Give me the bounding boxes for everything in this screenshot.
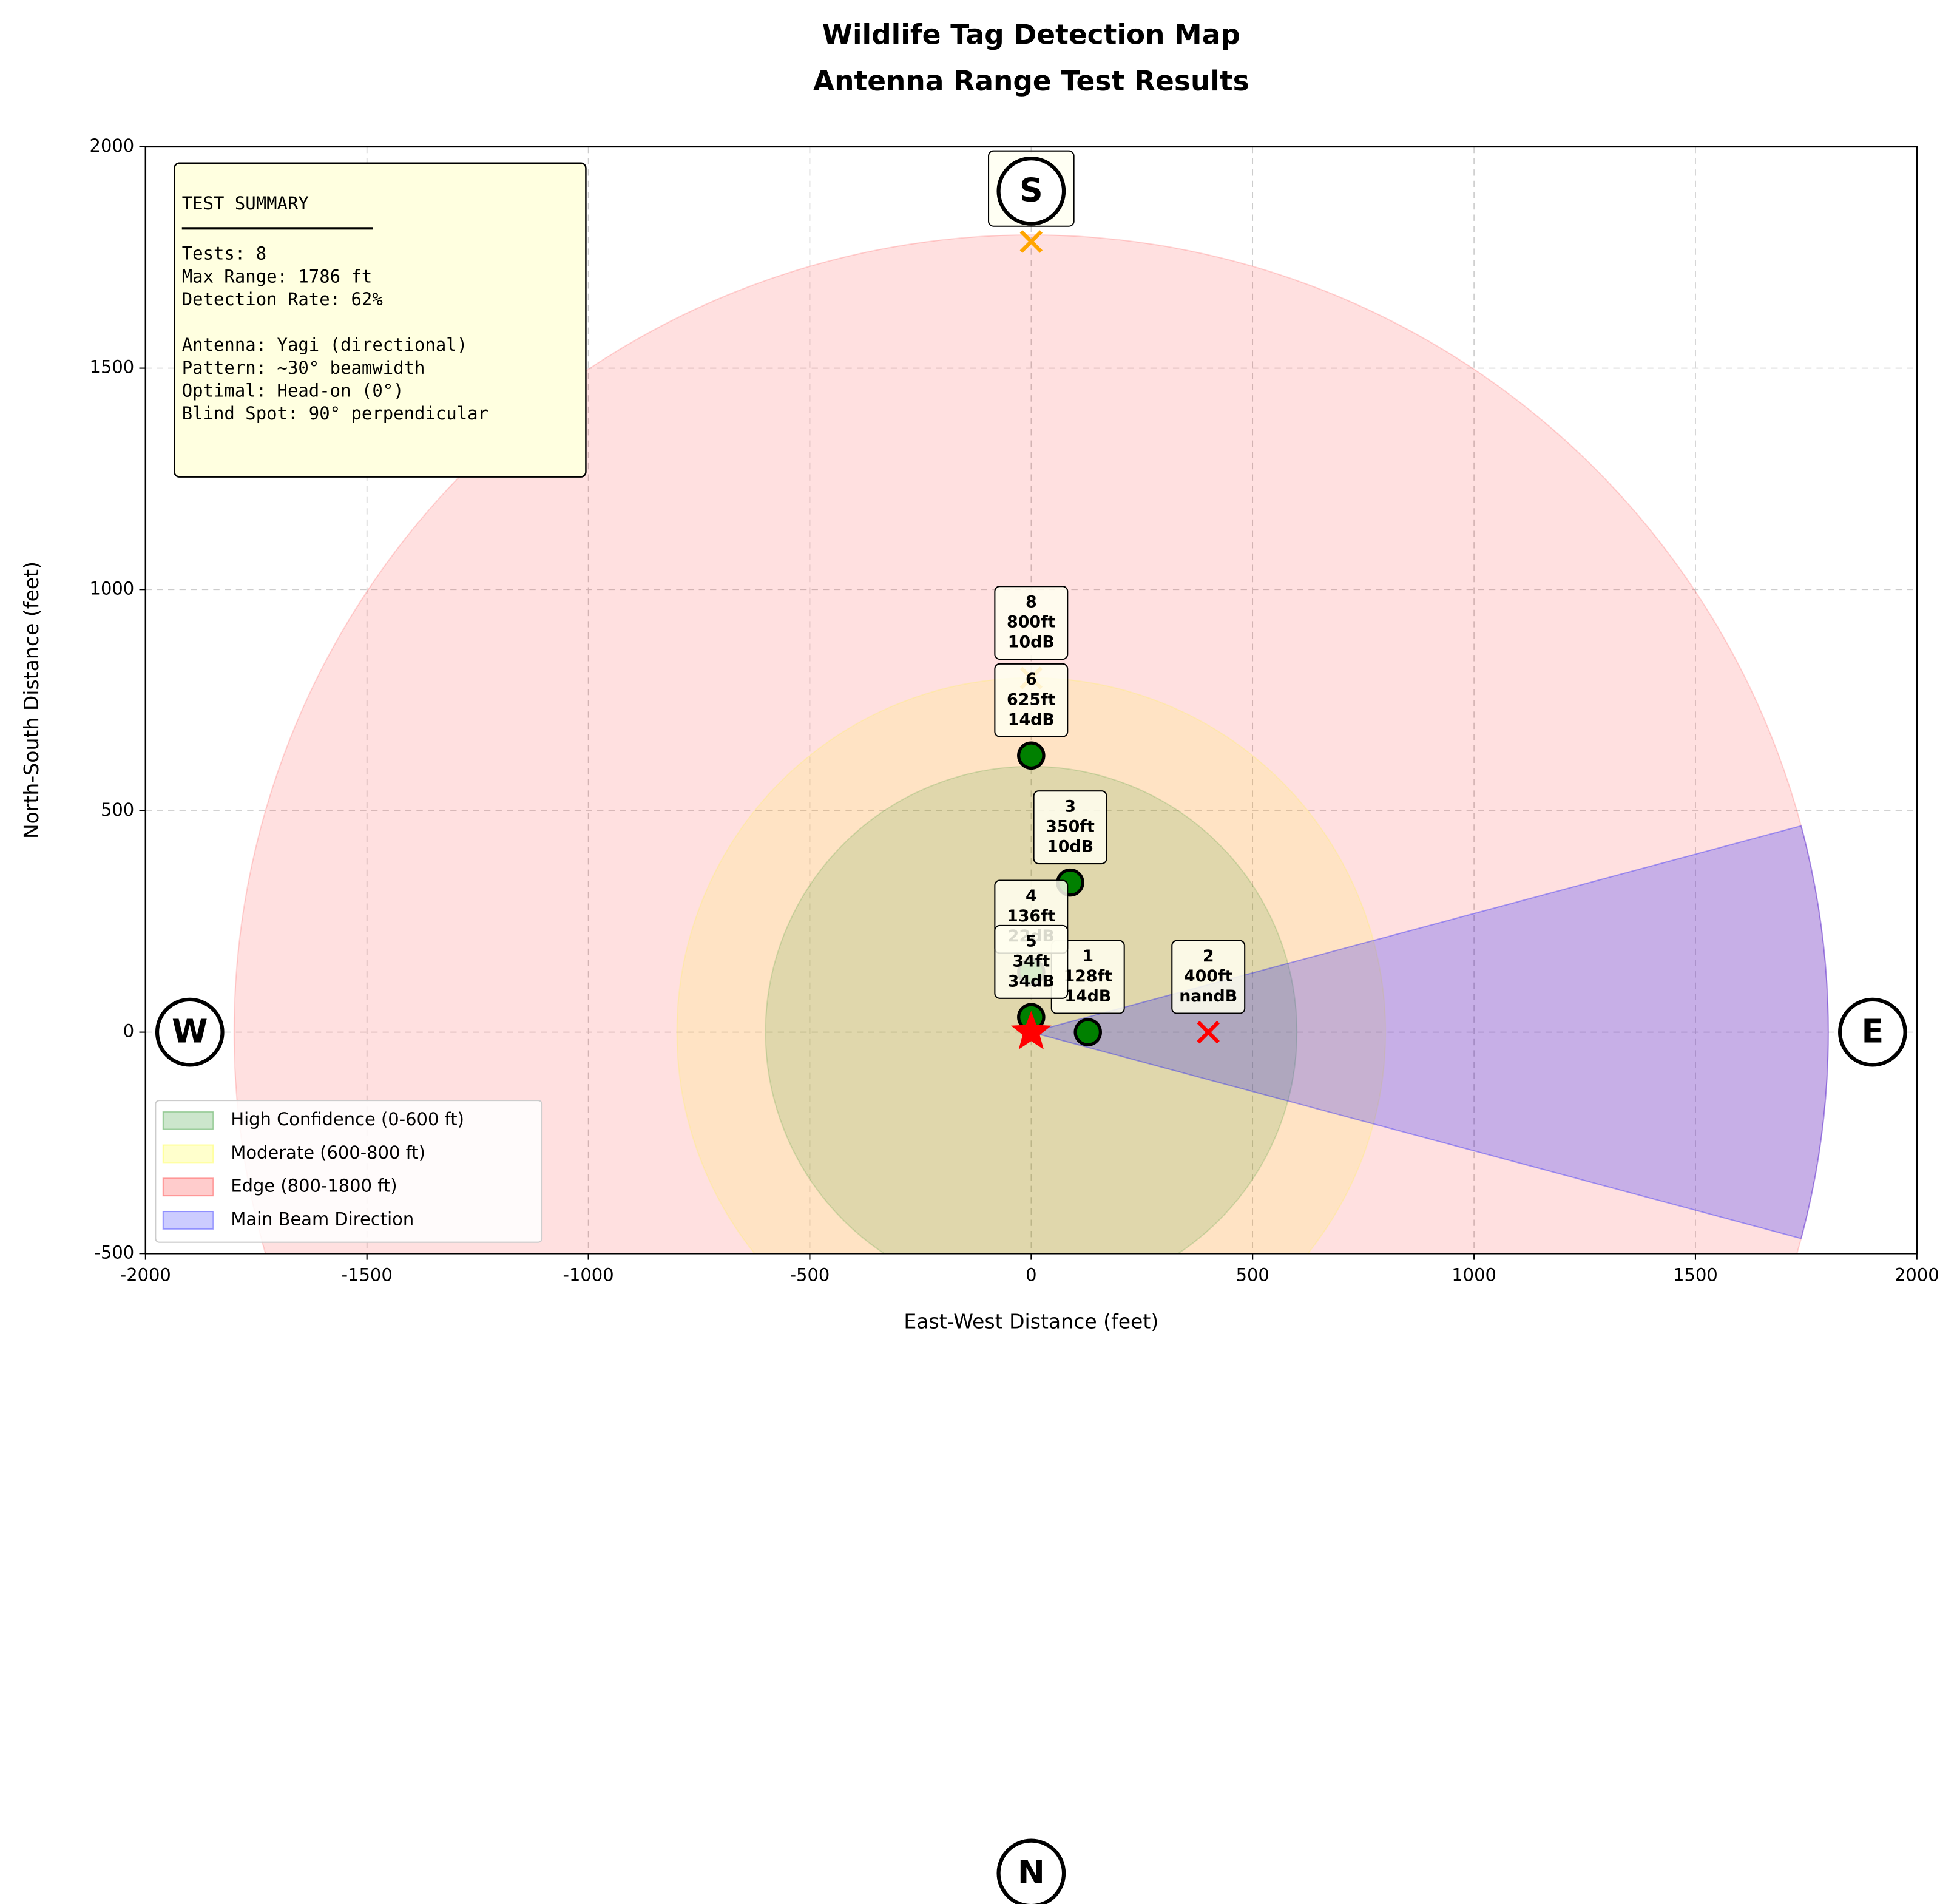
legend-swatch [162,1144,214,1164]
summary-box [174,162,587,478]
x-tick-label: -1500 [342,1264,393,1285]
antenna-origin [1010,1011,1052,1050]
x-tick-label: 1500 [1673,1264,1718,1285]
x-tick-label: -1000 [563,1264,614,1285]
x-tick-label: -500 [790,1264,830,1285]
y-tick-label: 0 [123,1021,134,1042]
point-label-box [1033,790,1107,865]
y-tick-label: 2000 [90,135,135,156]
legend-swatch [162,1210,214,1230]
point-label: 6 [1026,670,1037,689]
legend-label: Edge (800-1800 ft) [231,1176,397,1196]
point-label: 800ft [1007,613,1056,632]
point-label: 34ft [1012,952,1050,971]
point-label: 4 [1026,887,1037,906]
compass-label: E [1862,1012,1884,1050]
point-label: 34dB [1008,972,1055,991]
summary-line: Tests: 8 [182,243,266,264]
x-tick-label: 1000 [1452,1264,1496,1285]
detection-point [1073,1018,1102,1046]
point-label: 10dB [1047,838,1093,856]
axes-frame [144,146,1918,1255]
beam-wedge [1029,825,1829,1239]
y-tick-label: 500 [101,799,134,820]
compass-marker [996,156,1066,226]
point-label: 128ft [1063,967,1112,986]
compass-label: N [1018,1853,1045,1891]
y-tick-label: -500 [95,1242,135,1262]
overlay: 1128ft14dB2400ftnandB3350ft10dB4136ft22d… [155,150,1907,1904]
miss-point [1197,1020,1220,1044]
legend-swatch [162,1177,214,1197]
legend-box [155,1100,543,1243]
point-label-box [994,924,1069,999]
point-label: 14dB [1008,710,1055,729]
x-axis-label: East-West Distance (feet) [904,1309,1158,1333]
legend-swatch [162,1111,214,1130]
summary-line: Max Range: 1786 ft [182,266,373,286]
detection-point [1017,741,1046,770]
point-label: 10dB [1008,633,1055,652]
point-label: 14dB [1064,987,1111,1006]
point-label: 1 [1082,947,1093,966]
point-label: 350ft [1046,818,1095,836]
point-label: 3 [1064,798,1076,816]
point-label: 5 [1026,932,1037,950]
y-tick-label: 1500 [90,357,135,378]
compass-marker [155,997,225,1067]
y-axis-label: North-South Distance (feet) [19,561,43,839]
summary-line: Detection Rate: 62% [182,289,383,310]
compass-label: S [1019,171,1043,209]
point-label: 400ft [1184,967,1233,986]
legend-label: Moderate (600-800 ft) [231,1142,425,1163]
summary-line: Blind Spot: 90° perpendicular [182,403,488,424]
point-label-box [994,663,1069,737]
x-tick-label: 0 [1026,1264,1036,1285]
y-tick-label: 1000 [90,578,135,598]
point-label: nandB [1179,987,1237,1006]
point-label-box [994,586,1069,660]
summary-line: Pattern: ~30° beamwidth [182,357,425,378]
summary-title: TEST SUMMARY [182,193,309,214]
legend-label: High Confidence (0-600 ft) [231,1109,464,1130]
point-label: 8 [1026,593,1037,612]
x-tick-label: -2000 [120,1264,171,1285]
summary-line: Antenna: Yagi (directional) [182,334,467,355]
point-label: 625ft [1007,690,1056,709]
point-label-box [1171,940,1246,1014]
chart-title: Wildlife Tag Detection Map [822,18,1240,50]
x-tick-label: 2000 [1894,1264,1939,1285]
summary-line: Optimal: Head-on (0°) [182,380,404,401]
point-label: 2 [1203,947,1214,966]
point-label: 136ft [1007,907,1056,926]
chart-title: Antenna Range Test Results [813,65,1249,97]
miss-point [1019,230,1043,253]
ticks: -2000 -1500 -1000 -500 0 500 1000 1500 2000-5000… [90,135,1939,1286]
compass-label: W [172,1012,208,1050]
legend-label: Main Beam Direction [231,1208,414,1229]
x-tick-label: 500 [1236,1264,1269,1285]
compass-marker [1838,997,1907,1067]
compass-marker [996,1838,1066,1904]
